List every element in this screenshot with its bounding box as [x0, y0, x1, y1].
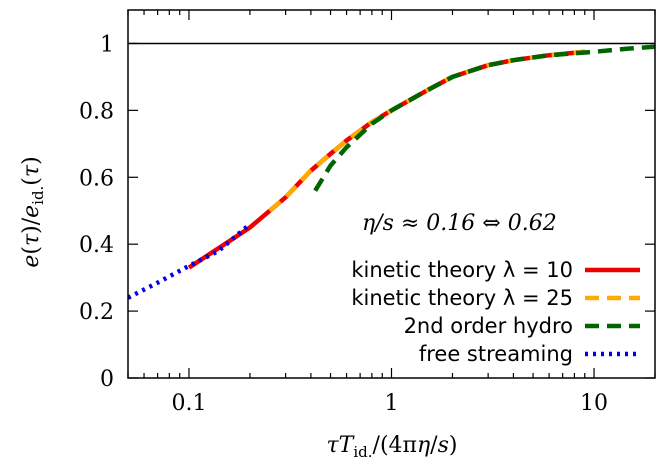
y-tick-label: 0.2 [79, 300, 114, 325]
annotation-text: η/s ≈ 0.16 ⇔ 0.62 [362, 211, 557, 236]
x-tick-label: 1 [385, 391, 399, 416]
legend-item: 2nd order hydro [404, 314, 640, 338]
x-tick-label: 0.1 [171, 391, 206, 416]
legend-label: kinetic theory λ = 25 [351, 286, 573, 310]
legend-item: kinetic theory λ = 25 [351, 286, 640, 310]
series-line-2 [313, 44, 655, 192]
plot-frame [127, 9, 656, 379]
y-tick-label: 0 [100, 367, 114, 392]
x-axis-label: τTid./(4πη/s) [327, 433, 458, 461]
y-tick-label: 0.8 [79, 99, 114, 124]
legend-label: kinetic theory λ = 10 [351, 258, 573, 282]
series-lines [128, 44, 655, 300]
y-tick-label: 0.6 [79, 166, 114, 191]
x-tick-label: 10 [580, 391, 608, 416]
y-tick-label: 1 [100, 32, 114, 57]
legend-item: free streaming [419, 342, 640, 366]
legend-label: free streaming [419, 342, 573, 366]
series-line-3 [128, 222, 252, 300]
legend-label: 2nd order hydro [404, 314, 573, 338]
x-axis-ticks: 0.1 1 10 [127, 10, 656, 416]
y-axis-ticks: 0 0.2 0.4 0.6 0.8 1 [79, 32, 655, 392]
legend: kinetic theory λ = 10 kinetic theory λ = … [351, 258, 640, 366]
legend-item: kinetic theory λ = 10 [351, 258, 640, 282]
y-tick-label: 0.4 [79, 233, 114, 258]
y-axis-label: e(τ)/eid.(τ) [19, 156, 47, 267]
